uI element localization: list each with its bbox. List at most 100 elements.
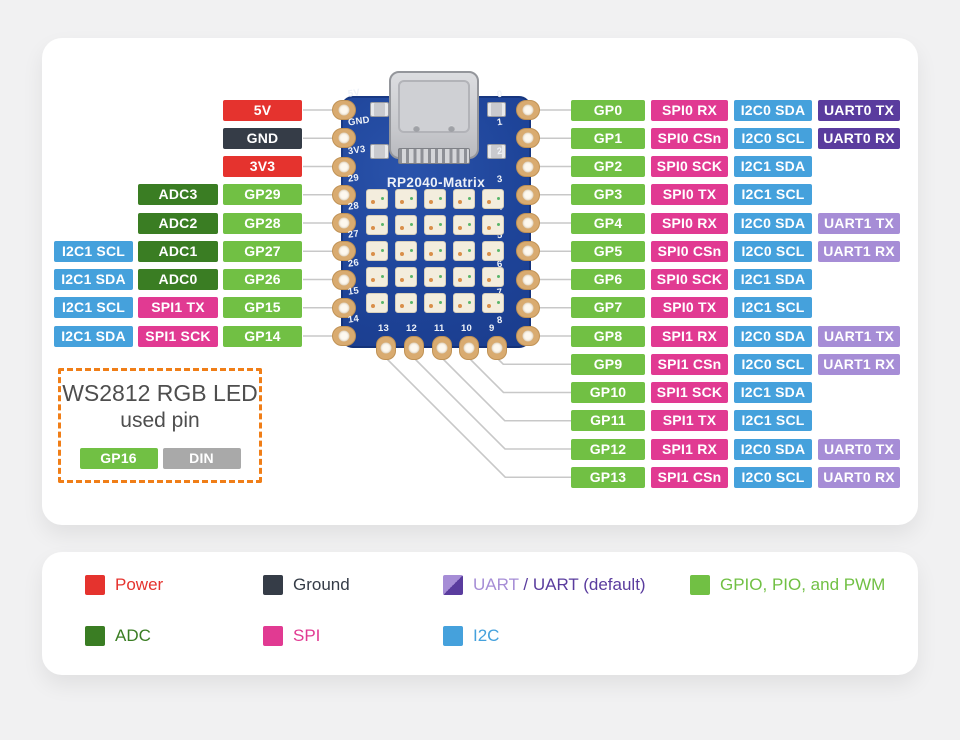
pinout-card: RP2040-Matrix 5V GND 3V3 ADC3 GP29 ADC2 GP28 I2… xyxy=(42,38,918,525)
legend-swatch-icon xyxy=(443,575,463,595)
castellated-pad xyxy=(332,128,356,149)
castellated-pad xyxy=(487,336,507,360)
ws2812-led xyxy=(424,267,446,287)
pin-badge: UART1 TX xyxy=(818,325,900,347)
pad-hole xyxy=(338,274,350,285)
pin-badge: GND xyxy=(223,127,302,149)
pin-badge: I2C1 SDA xyxy=(734,382,812,403)
legend-label: GPIO, PIO, and PWM xyxy=(720,575,886,594)
pin-badge: UART0 RX xyxy=(818,466,900,488)
pin-row: GP12 SPI1 RX I2C0 SDA UART0 TX xyxy=(571,438,900,460)
pin-badge: UART1 TX xyxy=(818,212,900,234)
pin-badge: SPI1 TX xyxy=(651,410,728,432)
castellated-pad xyxy=(516,156,540,177)
pin-badge: DIN xyxy=(162,448,241,469)
pin-badge: ADC3 xyxy=(138,184,218,206)
pad-hole xyxy=(522,217,534,229)
pin-badge: GP14 xyxy=(223,325,302,347)
pin-badge: ADC0 xyxy=(138,269,218,290)
ws2812-led xyxy=(453,215,475,235)
castellated-pad xyxy=(332,241,356,262)
usb-screw-icon xyxy=(413,125,420,132)
silkscreen-label: 15 xyxy=(347,285,360,298)
silkscreen-label: 9 xyxy=(489,323,495,334)
pin-badge: SPI1 CSn xyxy=(651,466,728,488)
pin-badge: I2C0 SCL xyxy=(734,240,812,262)
ws2812-led xyxy=(395,267,417,287)
legend-label-part: / xyxy=(518,575,533,594)
castellated-pad xyxy=(516,184,540,205)
pin-row: I2C1 SCL ADC1 GP27 xyxy=(54,240,302,262)
pin-badge: I2C0 SCL xyxy=(734,466,812,488)
castellated-pad xyxy=(516,297,540,318)
pad-hole xyxy=(522,274,534,285)
legend-item: SPI xyxy=(263,626,320,646)
connector-line xyxy=(496,357,571,366)
pin-badge: SPI1 SCK xyxy=(138,325,218,347)
pin-row: I2C1 SDA ADC0 GP26 xyxy=(54,269,302,290)
pin-badge: I2C0 SDA xyxy=(734,212,812,234)
pin-row: GP8 SPI1 RX I2C0 SDA UART1 TX xyxy=(571,325,900,347)
silkscreen-label: 14 xyxy=(347,313,360,326)
castellated-pad xyxy=(432,336,452,360)
ws2812-led xyxy=(482,293,504,313)
legend-card: Power Ground UART / UART (default) GPIO, PI… xyxy=(42,552,918,675)
usb-c-connector xyxy=(389,71,479,159)
ws2812-led xyxy=(482,189,504,209)
pin-badge: SPI0 SCK xyxy=(651,269,728,290)
pin-badge: GP0 xyxy=(571,99,645,121)
castellated-pad xyxy=(516,269,540,290)
pad-hole xyxy=(522,132,534,144)
pin-row: ADC2 GP28 xyxy=(54,212,302,234)
pin-badge: GP12 xyxy=(571,438,645,460)
ws2812-led xyxy=(366,241,388,261)
silkscreen-label: 12 xyxy=(406,323,417,334)
pin-badge: I2C1 SCL xyxy=(734,297,812,319)
smd-component xyxy=(487,102,506,117)
pin-badge: SPI0 CSn xyxy=(651,240,728,262)
pin-badge: GP26 xyxy=(223,269,302,290)
usb-solder-pins xyxy=(398,148,470,164)
pin-row: GP10 SPI1 SCK I2C1 SDA xyxy=(571,382,812,403)
ws2812-led xyxy=(424,215,446,235)
pad-hole xyxy=(522,104,534,116)
castellated-pad xyxy=(516,213,540,233)
pin-badge: I2C1 SDA xyxy=(54,325,133,347)
pin-badge: I2C1 SCL xyxy=(54,297,133,319)
castellated-pad xyxy=(332,156,356,177)
ws2812-led xyxy=(453,241,475,261)
pad-hole xyxy=(522,302,534,314)
pin-badge: SPI1 RX xyxy=(651,438,728,460)
legend-item: GPIO, PIO, and PWM xyxy=(690,575,885,595)
castellated-pad xyxy=(459,336,479,360)
legend-swatch-icon xyxy=(263,575,283,595)
pin-row: I2C1 SDA SPI1 SCK GP14 xyxy=(54,325,302,347)
pin-row: GP13 SPI1 CSn I2C0 SCL UART0 RX xyxy=(571,466,900,488)
pad-hole xyxy=(338,161,350,172)
legend-label: SPI xyxy=(293,626,321,645)
pin-badge: GP28 xyxy=(223,212,302,234)
silkscreen-label: 11 xyxy=(434,323,445,334)
pad-hole xyxy=(436,342,448,354)
pin-badge: GP9 xyxy=(571,353,645,375)
castellated-pad xyxy=(516,326,540,346)
pin-badge: SPI1 CSn xyxy=(651,353,728,375)
legend-label: Power xyxy=(115,575,164,594)
pin-row: ADC3 GP29 xyxy=(54,184,302,206)
pin-badge: UART1 RX xyxy=(818,353,900,375)
pad-hole xyxy=(380,342,392,354)
pin-badge: 5V xyxy=(223,99,302,121)
pin-badge: GP4 xyxy=(571,212,645,234)
legend-label-part: UART (default) xyxy=(532,575,646,594)
legend-item: UART / UART (default) xyxy=(443,575,646,595)
board-title: RP2040-Matrix xyxy=(386,175,486,190)
pin-badge: I2C0 SDA xyxy=(734,99,812,121)
legend-label-part: UART xyxy=(473,575,519,594)
silkscreen-label: 29 xyxy=(347,172,360,185)
usb-screw-icon xyxy=(448,125,455,132)
pin-badge: I2C0 SCL xyxy=(734,127,812,149)
pin-badge: SPI1 TX xyxy=(138,297,218,319)
pin-badge: GP29 xyxy=(223,184,302,206)
ws2812-led xyxy=(395,293,417,313)
connector-line xyxy=(385,357,571,479)
